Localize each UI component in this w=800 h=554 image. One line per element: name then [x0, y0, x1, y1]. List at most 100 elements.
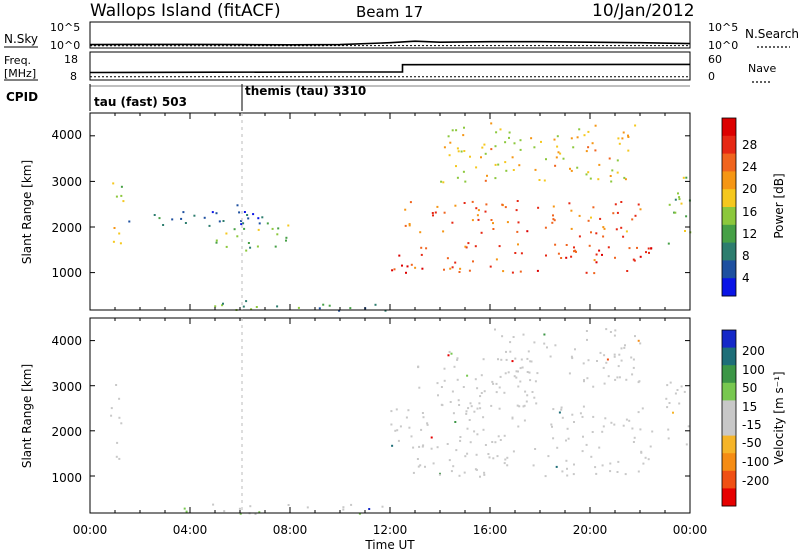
velocity-cell — [526, 357, 529, 360]
power-cell — [544, 226, 547, 229]
power-cell — [115, 195, 118, 198]
power-cell — [409, 201, 412, 204]
power-cell — [585, 271, 588, 274]
velocity-cell — [637, 470, 640, 473]
velocity-cell — [498, 407, 501, 410]
power-cell — [678, 198, 681, 201]
velocity-cbar-tick-neg50: -50 — [742, 436, 762, 450]
velocity-cell — [669, 381, 672, 384]
velocity-cell — [118, 457, 121, 460]
power-cell — [508, 136, 510, 139]
power-cell — [443, 211, 446, 214]
velocity-cell — [528, 371, 531, 374]
velocity-cell — [581, 450, 584, 453]
velocity-cell — [616, 376, 619, 379]
velocity-cell — [115, 384, 118, 386]
power-cell — [587, 146, 590, 149]
power-cell — [554, 164, 557, 167]
power-cell — [447, 135, 450, 138]
velocity-cell — [405, 416, 408, 419]
velocity-cell — [397, 439, 400, 442]
power-cell — [590, 231, 592, 234]
x-tick-2000: 20:00 — [573, 523, 608, 537]
velocity-cell — [447, 354, 450, 357]
power-cbar-tick-28: 28 — [742, 138, 757, 152]
power-cell — [410, 263, 413, 266]
velocity-cell — [454, 421, 457, 423]
velocity-cell — [579, 412, 582, 415]
power-cell — [632, 258, 635, 261]
power-cell — [475, 166, 478, 169]
velocity-colorbar-segment — [722, 365, 736, 384]
velocity-cell — [534, 380, 537, 383]
velocity-cell — [644, 456, 647, 459]
power-cell — [215, 241, 218, 244]
x-tick-2400: 00:00 — [673, 523, 708, 537]
velocity-cell — [567, 437, 570, 440]
power-cell — [257, 228, 260, 231]
velocity-cell — [456, 378, 459, 381]
velocity-cell — [459, 439, 462, 442]
velocity-cbar-tick-neg100: -100 — [742, 455, 769, 469]
velocity-cell — [642, 462, 645, 465]
velocity-cell — [448, 459, 451, 462]
power-cell — [236, 204, 239, 207]
power-cell — [318, 307, 321, 310]
power-cell — [667, 242, 670, 245]
power-cell — [449, 267, 452, 270]
power-cell — [501, 203, 504, 206]
power-cell — [624, 178, 627, 181]
velocity-cell — [560, 408, 563, 411]
power-cell — [406, 265, 409, 268]
power-cell — [480, 156, 482, 159]
velocity-cell — [115, 455, 118, 458]
power-cell — [404, 208, 407, 211]
power-cell — [536, 269, 539, 272]
power-cell — [576, 166, 579, 169]
velocity-cell — [254, 513, 257, 515]
velocity-colorbar-segment — [722, 453, 736, 472]
velocity-cell — [517, 385, 520, 388]
power-cell — [627, 134, 629, 137]
velocity-cell — [613, 423, 616, 426]
power-cell — [456, 147, 459, 150]
velocity-cell — [465, 410, 468, 413]
velocity-cell — [676, 389, 679, 391]
power-cell — [602, 226, 605, 229]
power-cell — [443, 146, 446, 149]
power-cell — [477, 209, 480, 212]
nave-label: Nave — [748, 62, 776, 75]
power-cell — [575, 250, 577, 253]
velocity-cell — [637, 411, 640, 414]
velocity-cell — [501, 335, 504, 338]
noise-series-line — [89, 40, 691, 46]
power-ytick-3000: 3000 — [51, 175, 82, 189]
velocity-cell — [526, 371, 529, 373]
power-cell — [458, 271, 461, 273]
velocity-cell — [522, 405, 525, 408]
velocity-cell — [543, 333, 546, 336]
power-cell — [238, 211, 241, 214]
velocity-cell — [422, 444, 425, 447]
velocity-ytick-4000: 4000 — [51, 334, 82, 348]
velocity-cell — [617, 365, 620, 368]
power-cell — [122, 200, 125, 203]
velocity-cell — [523, 404, 526, 407]
power-cell — [519, 139, 522, 142]
power-cell — [454, 261, 457, 264]
power-cell — [480, 231, 483, 234]
velocity-cell — [466, 452, 469, 455]
power-cell — [214, 305, 217, 308]
power-cell — [112, 182, 115, 185]
power-colorbar-label: Power [dB] — [772, 173, 786, 238]
power-cell — [247, 217, 250, 220]
x-tick-0800: 08:00 — [273, 523, 308, 537]
velocity-cell — [479, 407, 482, 410]
power-cell — [391, 269, 394, 272]
velocity-cell — [492, 457, 495, 460]
power-cell — [570, 227, 573, 230]
velocity-cell — [668, 402, 671, 404]
velocity-cell — [110, 407, 113, 410]
velocity-cell — [467, 407, 470, 410]
velocity-cell — [574, 348, 576, 351]
